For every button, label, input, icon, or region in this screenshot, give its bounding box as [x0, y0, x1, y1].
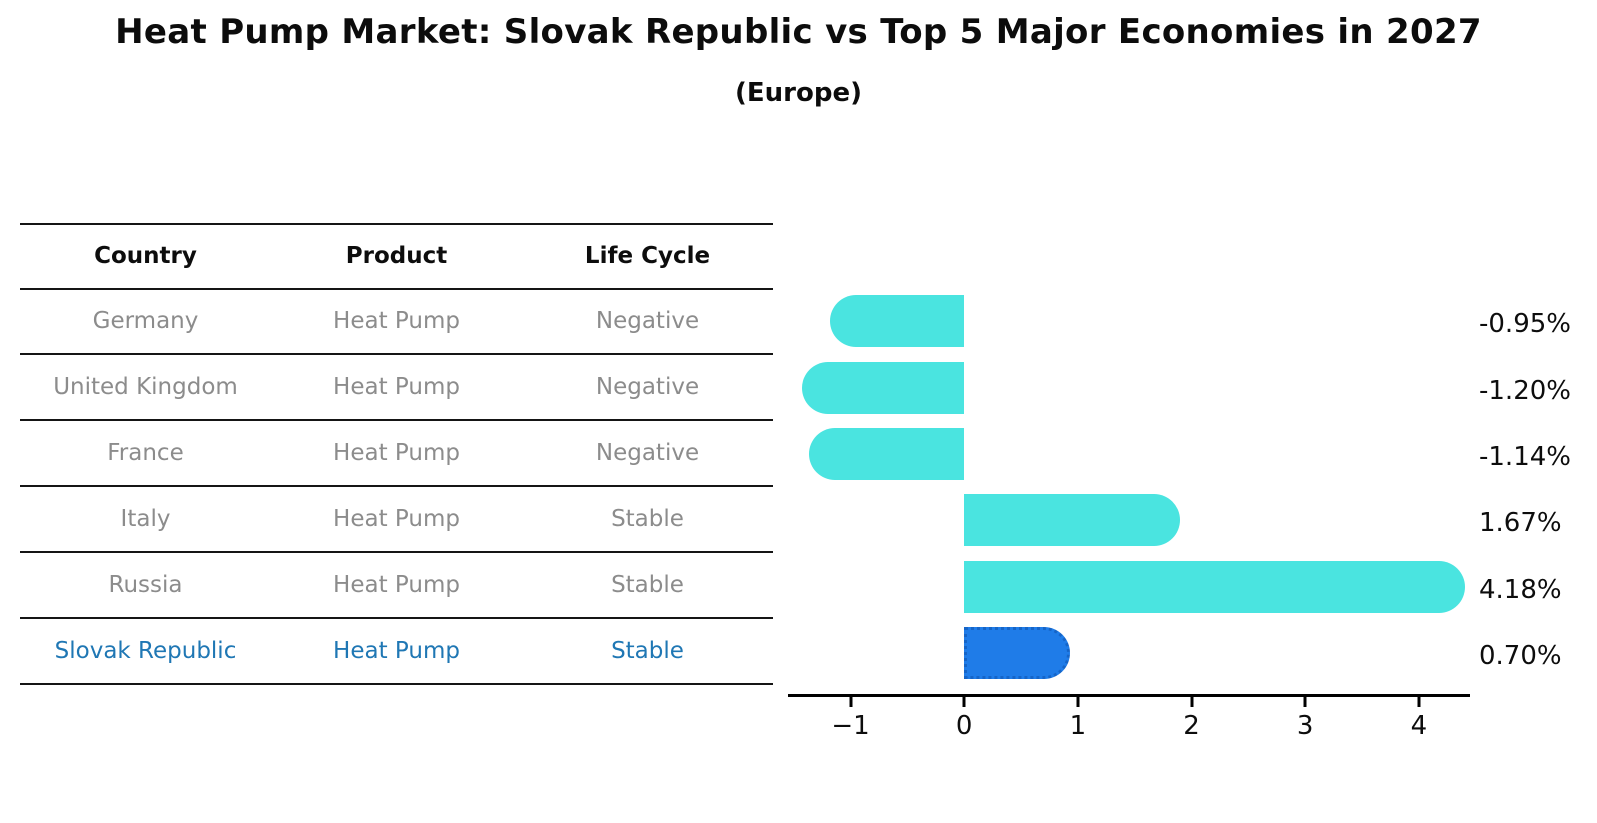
table-body: Germany Heat Pump Negative United Kingdom He… [20, 290, 773, 685]
table-row-slovak-republic: Slovak Republic Heat Pump Stable [20, 619, 773, 685]
table-row-france: France Heat Pump Negative [20, 421, 773, 488]
x-axis-tick-1 [1076, 697, 1080, 707]
product-cell: Heat Pump [333, 506, 460, 533]
bar-france [808, 428, 965, 480]
product-cell: Heat Pump [333, 572, 460, 598]
value-label-slovak-republic: 0.70% [1479, 641, 1562, 672]
product-cell: Heat Pump [333, 308, 460, 335]
value-label-france: -1.14% [1479, 442, 1571, 472]
life-cycle-cell: Negative [595, 308, 700, 335]
x-axis-tick-label-3: 3 [1296, 711, 1314, 741]
table-row-italy: Italy Heat Pump Stable [20, 487, 773, 554]
bar-germany [830, 295, 965, 348]
bar-italy [964, 494, 1180, 547]
table-row-russia: Russia Heat Pump Stable [20, 553, 773, 619]
country-cell: Italy [120, 506, 171, 533]
country-cell: Slovak Republic [54, 637, 237, 664]
life-cycle-cell: Negative [595, 374, 700, 401]
x-axis-tick-label-4: 4 [1410, 711, 1428, 741]
value-label-germany: -0.95% [1479, 309, 1571, 340]
bar-united-kingdom [801, 361, 965, 414]
life-cycle-cell: Negative [595, 440, 700, 467]
table-row-united-kingdom: United Kingdom Heat Pump Negative [20, 355, 773, 422]
column-header-product: Product [345, 243, 448, 270]
value-label-russia: 4.18% [1479, 574, 1562, 605]
x-axis-tick-4 [1417, 697, 1421, 707]
x-axis-tick-0 [962, 697, 966, 707]
comparison-table: Country Product Life Cycle Germany Heat P… [20, 223, 773, 685]
column-header-country: Country [94, 243, 197, 270]
country-cell: Germany [92, 308, 199, 335]
x-axis-tick-3 [1303, 697, 1307, 707]
bar-chart-plot-area: −1 0 1 2 3 4 [788, 290, 1470, 741]
bar-russia [964, 560, 1466, 613]
product-cell: Heat Pump [333, 374, 460, 401]
x-axis-tick-2 [1190, 697, 1194, 707]
life-cycle-cell: Stable [611, 637, 684, 664]
x-axis-tick--1 [849, 697, 853, 707]
x-axis-tick-label-2: 2 [1183, 711, 1200, 741]
x-axis-tick-label-0: 0 [955, 711, 973, 741]
country-cell: United Kingdom [53, 374, 238, 401]
bar-slovak-republic [964, 627, 1070, 680]
product-cell: Heat Pump [333, 440, 460, 467]
table-header-row: Country Product Life Cycle [20, 225, 773, 290]
table-row-germany: Germany Heat Pump Negative [20, 290, 773, 356]
x-axis-line [788, 694, 1470, 697]
country-cell: Russia [108, 572, 183, 598]
life-cycle-cell: Stable [611, 572, 684, 598]
chart-title: Heat Pump Market: Slovak Republic vs Top… [115, 12, 1482, 52]
value-label-italy: 1.67% [1479, 508, 1562, 539]
country-cell: France [107, 440, 184, 467]
product-cell: Heat Pump [333, 637, 460, 664]
value-label-united-kingdom: -1.20% [1479, 375, 1571, 406]
x-axis-tick-label--1: −1 [831, 711, 870, 741]
column-header-life-cycle: Life Cycle [584, 243, 711, 270]
chart-subtitle: (Europe) [735, 78, 862, 108]
life-cycle-cell: Stable [611, 506, 684, 533]
x-axis-tick-label-1: 1 [1069, 711, 1087, 741]
